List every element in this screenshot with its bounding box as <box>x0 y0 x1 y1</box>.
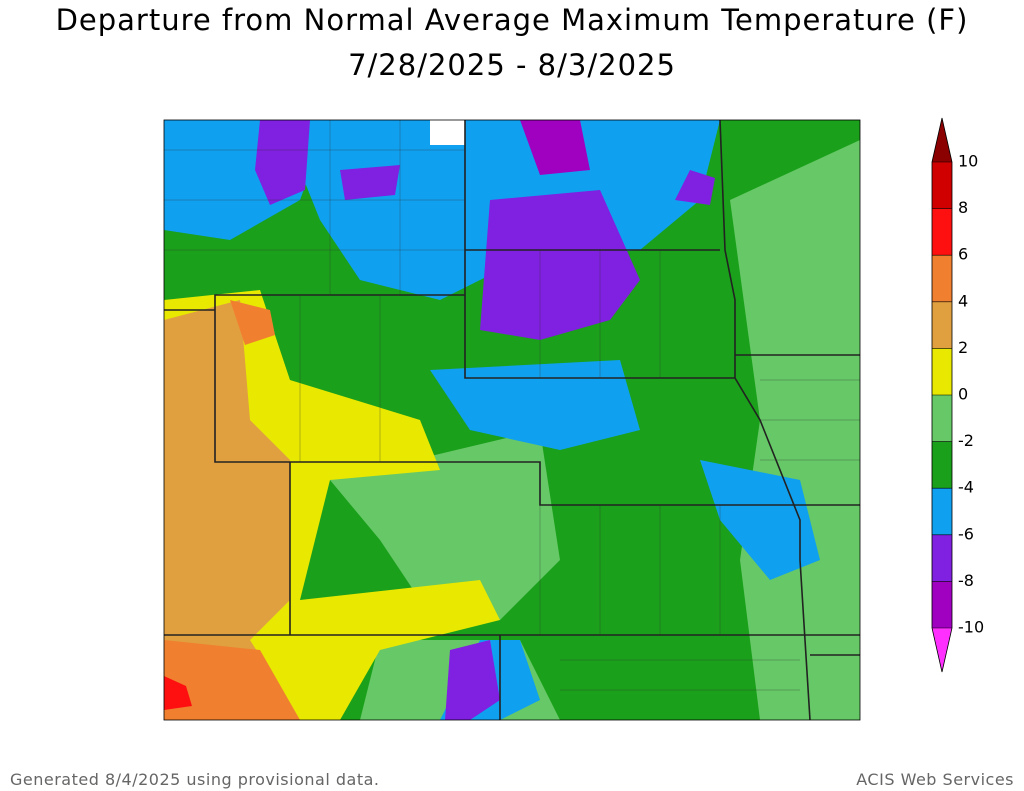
legend-swatch <box>932 395 952 442</box>
legend-swatch <box>932 581 952 628</box>
legend-swatch <box>932 488 952 535</box>
region <box>330 430 560 620</box>
title: Departure from Normal Average Maximum Te… <box>56 3 969 37</box>
region <box>520 120 590 175</box>
footer-note: Generated 8/4/2025 using provisional dat… <box>10 770 379 789</box>
legend: 10 8 6 4 2 0 -2 -4 -6 -8 -10 <box>931 117 984 673</box>
region <box>445 640 500 720</box>
subtitle: 7/28/2025 - 8/3/2025 <box>348 48 676 82</box>
county-lines <box>164 120 860 691</box>
region <box>675 170 715 205</box>
legend-label: -4 <box>958 478 974 497</box>
region <box>230 300 275 345</box>
legend-label: -6 <box>958 524 974 543</box>
region <box>430 360 640 450</box>
state-borders <box>164 119 860 721</box>
region <box>700 460 820 580</box>
legend-label: 4 <box>958 291 968 310</box>
legend-label: 0 <box>958 385 968 404</box>
legend-arrow-top <box>932 118 952 162</box>
legend-swatch <box>932 162 952 209</box>
region <box>340 165 400 200</box>
map <box>163 119 861 721</box>
legend-swatch <box>932 301 952 349</box>
region <box>164 300 300 720</box>
legend-swatch <box>932 534 952 582</box>
map-frame <box>163 119 861 721</box>
legend-label: -10 <box>958 618 984 637</box>
region <box>164 676 192 710</box>
region <box>730 140 860 720</box>
legend-label: -8 <box>958 571 974 590</box>
legend-label: -2 <box>958 431 974 450</box>
legend-label: 8 <box>958 198 968 217</box>
legend-label: 6 <box>958 245 968 264</box>
legend-arrow-bottom <box>932 628 952 672</box>
legend-swatch <box>932 441 952 489</box>
region <box>164 640 300 720</box>
region <box>255 120 310 205</box>
no-data <box>430 120 465 145</box>
legend-label: 2 <box>958 338 968 357</box>
footer-credit: ACIS Web Services <box>856 770 1014 789</box>
legend-label: 10 <box>958 152 978 171</box>
legend-swatch <box>932 255 952 302</box>
legend-swatch <box>932 208 952 256</box>
legend-swatch <box>932 348 952 395</box>
